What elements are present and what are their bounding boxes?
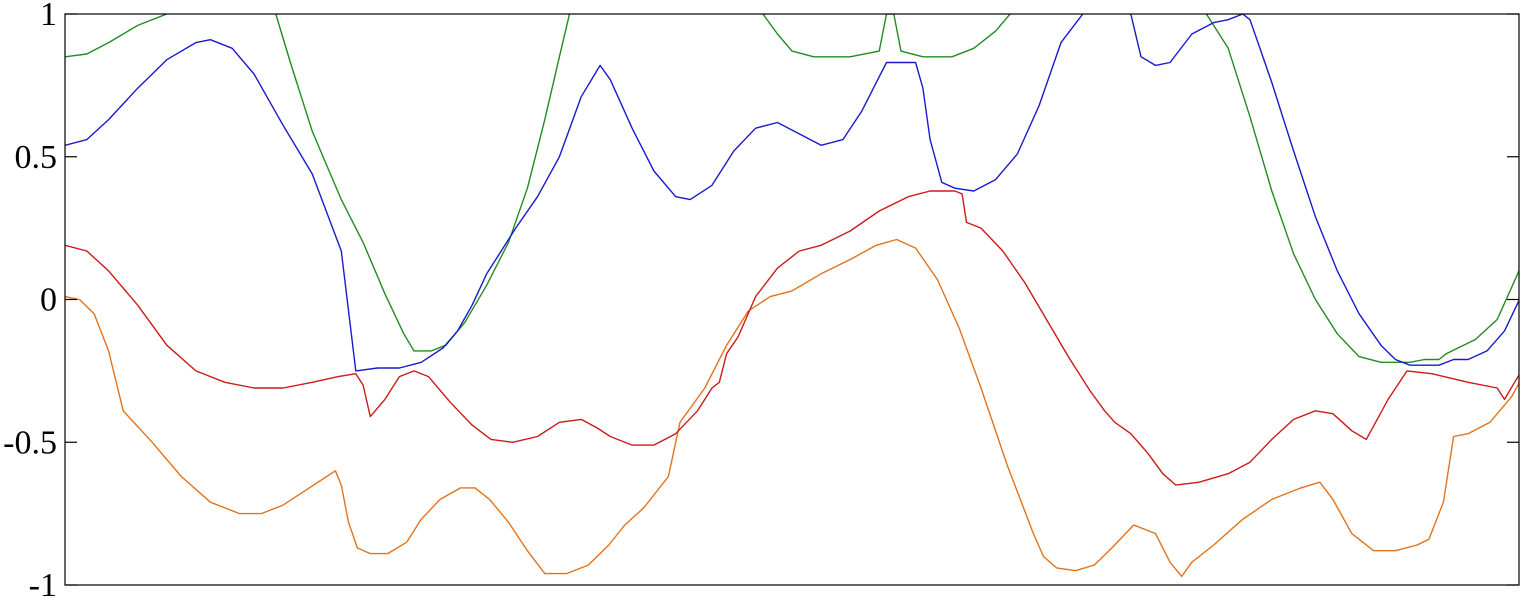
y-tick-label: 1 — [40, 0, 57, 33]
series-layer — [65, 14, 1519, 578]
series-line — [65, 14, 168, 58]
series-2 — [65, 190, 1519, 486]
series-line — [1205, 14, 1519, 363]
y-tick-label: -0.5 — [3, 424, 57, 461]
series-line — [65, 14, 1084, 372]
series-line — [1130, 14, 1519, 366]
series-1 — [65, 238, 1519, 578]
series-4 — [65, 14, 1519, 372]
series-line — [275, 14, 571, 352]
series-line — [65, 190, 1519, 486]
series-line — [762, 14, 1011, 58]
y-tick-label: 0 — [40, 282, 57, 319]
y-tick-label: -1 — [29, 567, 57, 602]
y-tick-label: 0.5 — [15, 139, 58, 176]
y-axis: -1 -0.5 0 0.5 1 — [3, 0, 1519, 602]
plot-frame — [64, 13, 1520, 586]
series-3 — [65, 14, 1519, 363]
series-line — [65, 238, 1519, 578]
